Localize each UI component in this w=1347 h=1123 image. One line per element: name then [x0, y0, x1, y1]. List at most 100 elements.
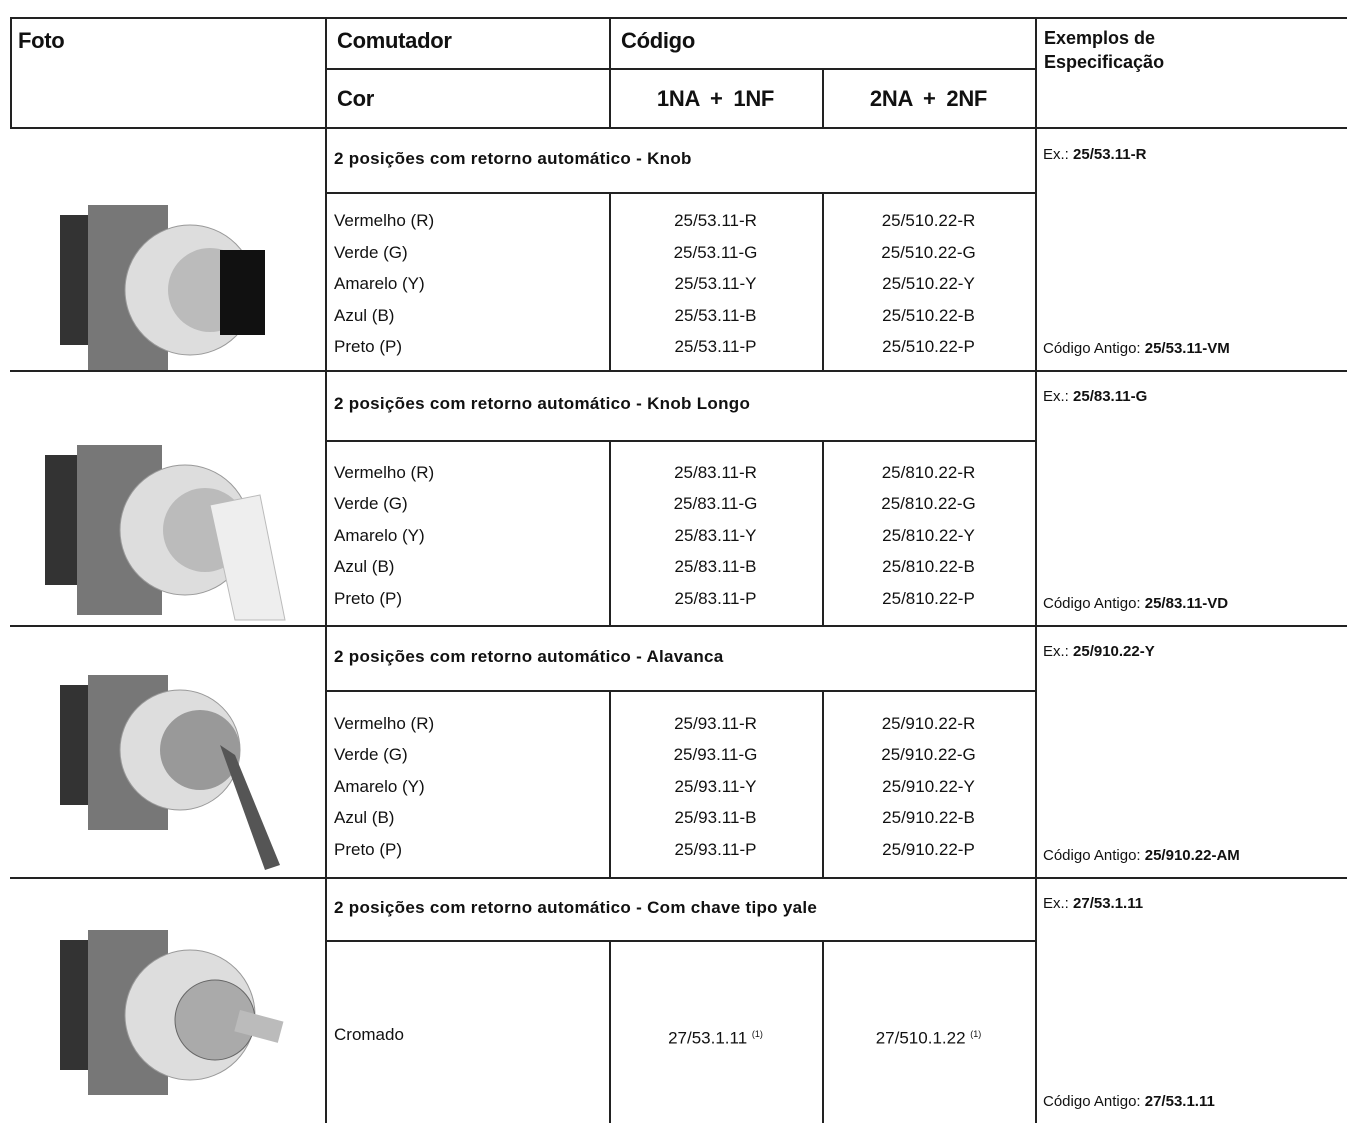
old-code-value: 25/910.22-AM: [1144, 847, 1240, 864]
rule: [822, 940, 824, 1123]
section-title: 2 posições com retorno automático - Alav…: [334, 646, 724, 666]
code: 25/810.22-R: [822, 457, 1035, 489]
old-code-value: 27/53.1.11: [1144, 1093, 1215, 1110]
code: 25/810.22-B: [822, 551, 1035, 583]
code: 25/910.22-Y: [822, 771, 1035, 803]
old-code: Código Antigo: 27/53.1.11: [1043, 1093, 1215, 1110]
code: 25/53.11-Y: [609, 268, 822, 300]
code: 25/910.22-R: [822, 708, 1035, 740]
section-title: 2 posições com retorno automático - Knob…: [334, 394, 751, 413]
code: 25/510.22-Y: [822, 268, 1035, 300]
code-value: 25/93.11-P: [674, 839, 757, 859]
rule: [325, 690, 1035, 692]
rule: [609, 192, 611, 370]
rule: [325, 192, 1035, 194]
old-code: Código Antigo: 25/53.11-VM: [1043, 340, 1230, 357]
code: 25/810.22-P: [822, 583, 1035, 615]
code: 25/83.11-G: [609, 488, 822, 520]
code: 25/93.11-G: [609, 739, 822, 771]
color: Verde (G): [334, 745, 408, 765]
old-code-value: 25/83.11-VD: [1144, 595, 1229, 612]
code: 25/53.11-B: [609, 300, 822, 332]
code: 25/510.22-B: [822, 300, 1035, 332]
code: 25/510.22-P: [822, 331, 1035, 363]
code: 25/510.22-R: [822, 205, 1035, 237]
code: 25/53.11-R: [609, 205, 822, 237]
rule: [609, 940, 611, 1123]
footnote-mark: (1): [970, 1028, 982, 1039]
code: 25/810.22-Y: [822, 520, 1035, 552]
code-value: 25/910.22-G: [881, 745, 976, 765]
code-value: 25/93.11-Y: [674, 776, 757, 796]
code: 27/53.1.11 (1): [609, 1019, 822, 1054]
code: 25/83.11-P: [609, 583, 822, 615]
section-title: 2 posições com retorno automático - Com …: [334, 897, 818, 917]
code: 25/83.11-R: [609, 457, 822, 489]
code: 25/93.11-P: [609, 834, 822, 866]
code-value: 25/83.11-G: [673, 494, 758, 514]
photo-alavanca: [60, 675, 280, 870]
color: Preto (P): [334, 839, 403, 859]
header-cor: Cor: [337, 86, 374, 111]
example-code: 25/83.11-G: [1073, 388, 1148, 405]
header-codigo: Código: [621, 28, 695, 53]
code-value: 25/53.11-B: [674, 305, 757, 325]
example-prefix: Ex.:: [1043, 146, 1069, 163]
section-title: 2 posições com retorno automático - Knob: [334, 149, 692, 168]
header-exemplos: Exemplos de Especificação: [1044, 28, 1165, 72]
photo-knob: [60, 205, 265, 370]
rule: [609, 17, 611, 128]
code: 25/510.22-G: [822, 237, 1035, 269]
example-prefix: Ex.:: [1043, 388, 1069, 405]
code-value: 25/510.22-B: [882, 305, 975, 325]
old-prefix: Código Antigo:: [1043, 1093, 1141, 1110]
rule: [1035, 17, 1037, 1123]
code-value: 25/83.11-Y: [674, 525, 757, 545]
code-value: 25/810.22-R: [881, 462, 976, 482]
code-value: 25/910.22-R: [881, 713, 976, 733]
code-value: 25/83.11-P: [674, 588, 757, 608]
code-value: 25/910.22-B: [882, 808, 975, 828]
code-value: 25/53.11-G: [673, 242, 758, 262]
code-value: 25/53.11-Y: [674, 274, 757, 294]
code: 25/93.11-R: [609, 708, 822, 740]
header-foto: Foto: [18, 28, 65, 53]
rule: [10, 625, 1347, 627]
code-value: 25/510.22-P: [882, 337, 975, 357]
code: 25/83.11-B: [609, 551, 822, 583]
old-code: Código Antigo: 25/83.11-VD: [1043, 595, 1228, 612]
rule: [325, 440, 1035, 442]
code-value: 25/93.11-R: [674, 713, 757, 733]
color: Vermelho (R): [334, 713, 435, 733]
code: 25/53.11-G: [609, 237, 822, 269]
rule: [609, 440, 611, 625]
rule: [822, 192, 824, 370]
code-value: 25/910.22-Y: [882, 776, 975, 796]
rule: [822, 440, 824, 625]
color: Azul (B): [334, 808, 395, 828]
code-value: 25/810.22-P: [882, 588, 975, 608]
rule: [325, 940, 1035, 942]
code: 25/910.22-B: [822, 802, 1035, 834]
code-value: 25/510.22-Y: [882, 274, 975, 294]
code-value: 25/810.22-Y: [882, 525, 975, 545]
code-value: 25/810.22-B: [882, 557, 975, 577]
code-value: 27/510.1.22: [875, 1028, 966, 1048]
rule: [822, 690, 824, 877]
example: Ex.: 25/83.11-G: [1043, 388, 1147, 405]
rule: [10, 127, 1347, 129]
header-col2: 2NA + 2NF: [869, 86, 988, 111]
photo-yale: [60, 930, 284, 1095]
code: 25/910.22-G: [822, 739, 1035, 771]
color: Azul (B): [334, 557, 395, 577]
code: 25/93.11-B: [609, 802, 822, 834]
code: 25/83.11-Y: [609, 520, 822, 552]
rule: [325, 17, 327, 1123]
header-col1: 1NA + 1NF: [656, 86, 775, 111]
code-value: 25/53.11-R: [674, 211, 757, 231]
rule: [10, 877, 1347, 879]
color: Preto (P): [334, 337, 403, 357]
example: Ex.: 25/53.11-R: [1043, 146, 1146, 163]
example-code: 25/910.22-Y: [1073, 643, 1155, 660]
code: 27/510.1.22 (1): [822, 1019, 1035, 1054]
